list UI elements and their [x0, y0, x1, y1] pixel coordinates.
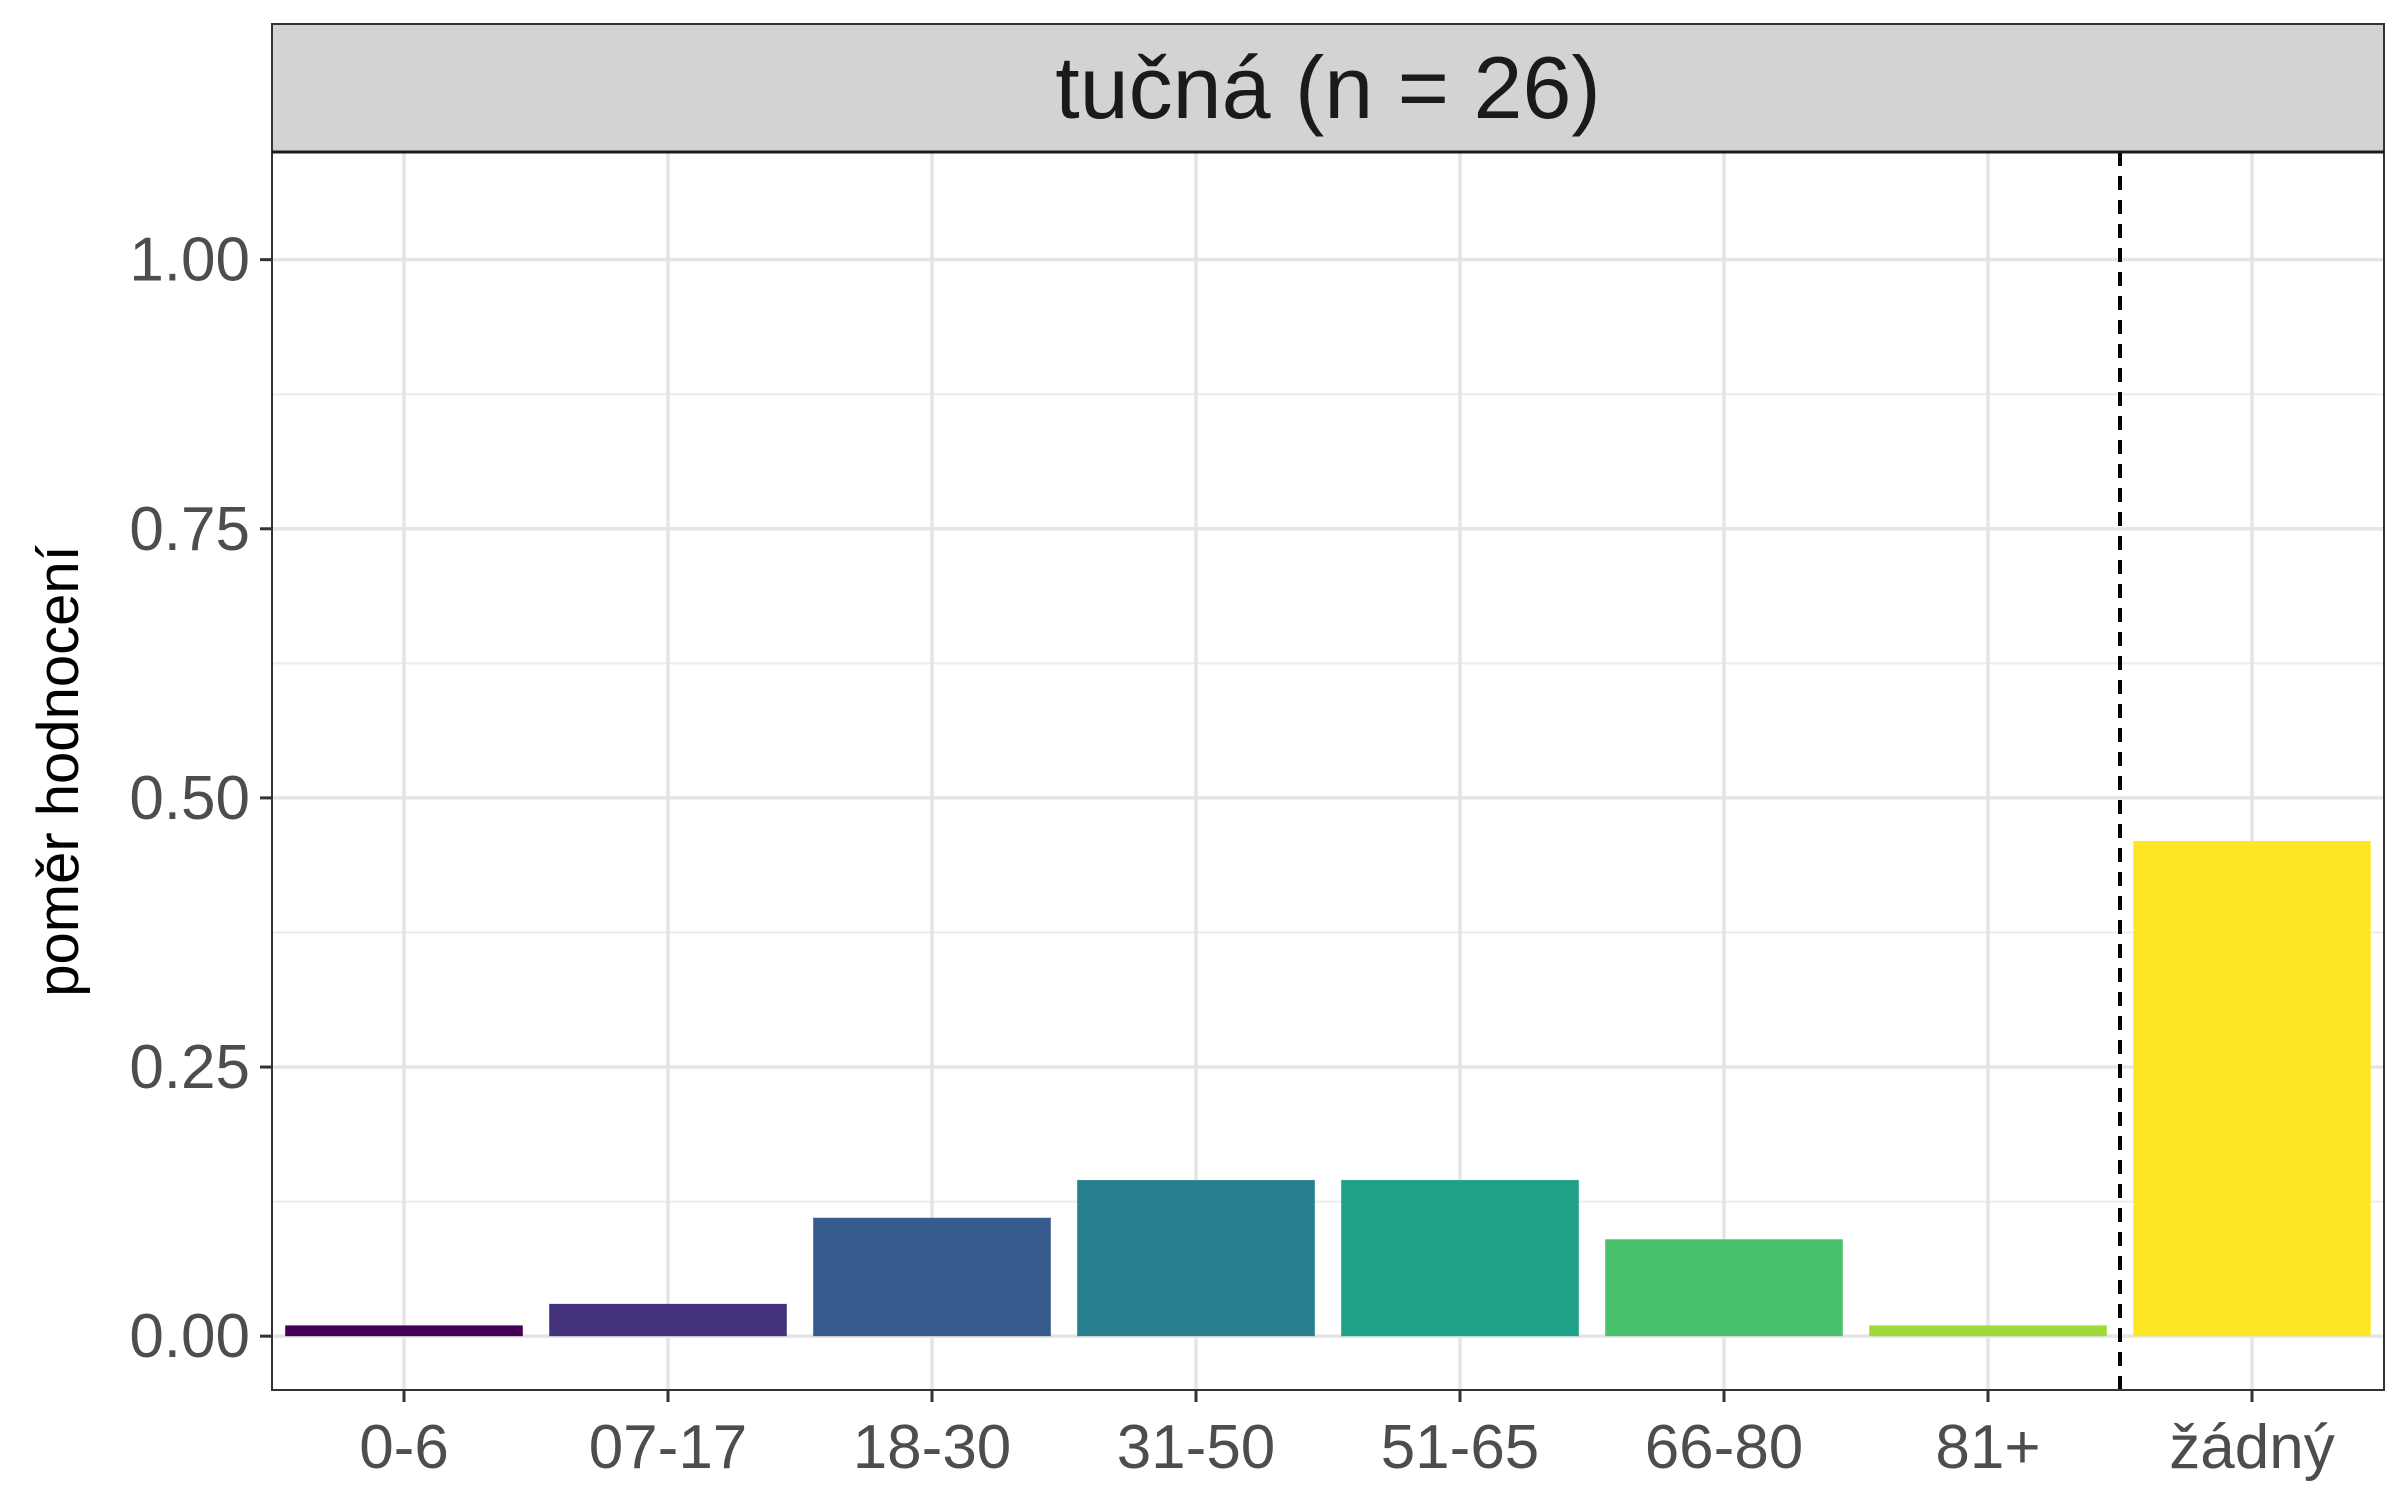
panel-background [272, 152, 2384, 1390]
bar-0-6 [285, 1325, 523, 1337]
x-tick-label: 31-50 [1117, 1413, 1276, 1482]
chart-title: tučná (n = 26) [1055, 38, 1600, 137]
bar-51-65 [1341, 1180, 1579, 1337]
bar-31-50 [1077, 1180, 1315, 1337]
y-tick-label: 0.50 [129, 764, 250, 833]
x-tick-label: 07-17 [589, 1413, 748, 1482]
x-tick-label: 81+ [1935, 1413, 2040, 1482]
bar-81+ [1869, 1325, 2107, 1337]
bar-žádný [2133, 840, 2371, 1337]
bar-07-17 [549, 1303, 787, 1337]
x-axis-ticks: 0-6 07-17 18-30 31-50 51-65 66-80 81+ žádný [359, 1390, 2335, 1482]
y-tick-label: 0.00 [129, 1302, 250, 1371]
y-axis-title: poměr hodnocení [26, 545, 91, 996]
bar-66-80 [1605, 1239, 1843, 1337]
y-tick-label: 1.00 [129, 226, 250, 295]
y-tick-label: 0.75 [129, 495, 250, 564]
x-tick-label: 51-65 [1381, 1413, 1540, 1482]
strip-background [271, 23, 2385, 153]
bar-18-30 [813, 1217, 1051, 1337]
y-tick-label: 0.25 [129, 1033, 250, 1102]
bars [285, 840, 2371, 1337]
x-tick-label: 0-6 [359, 1413, 449, 1482]
x-tick-label: 66-80 [1645, 1413, 1804, 1482]
x-tick-label: žádný [2169, 1413, 2334, 1482]
x-tick-label: 18-30 [853, 1413, 1012, 1482]
y-axis-ticks: 0.00 0.25 0.50 0.75 1.00 [129, 226, 272, 1371]
